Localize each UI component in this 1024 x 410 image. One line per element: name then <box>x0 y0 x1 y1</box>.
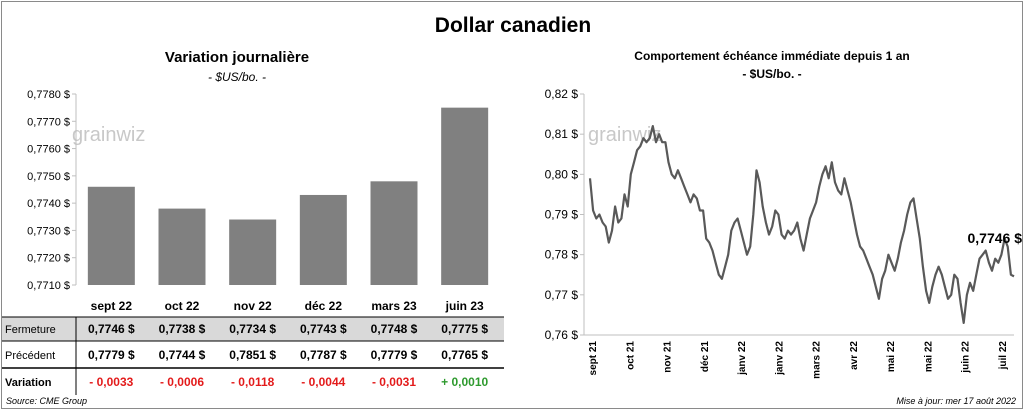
update-note: Mise à jour: mer 17 août 2022 <box>896 396 1016 406</box>
right-x-tick-label: janv 22 <box>774 341 785 376</box>
bar-category-label: nov 22 <box>234 299 272 313</box>
table-row-label: Variation <box>5 377 52 389</box>
left-chart-unit: - $US/bo. - <box>207 70 267 84</box>
bar-juin-23 <box>441 107 489 286</box>
table-cell: 0,7744 $ <box>159 348 206 362</box>
bar-category-label: mars 23 <box>371 299 417 313</box>
left-watermark: grainwiz <box>72 124 145 146</box>
left-y-tick-label: 0,7720 $ <box>27 253 70 265</box>
right-x-tick-label: avr 22 <box>849 341 860 370</box>
table-cell: 0,7765 $ <box>441 348 488 362</box>
right-x-tick-label: sept 21 <box>588 341 599 376</box>
bar-category-label: sept 22 <box>91 299 133 313</box>
table-cell: 0,7734 $ <box>229 322 276 336</box>
right-y-tick-label: 0,81 $ <box>545 127 579 141</box>
left-y-tick-label: 0,7750 $ <box>27 171 70 183</box>
table-cell: - 0,0033 <box>89 375 133 389</box>
bar-category-label: déc 22 <box>305 299 343 313</box>
left-y-tick-label: 0,7760 $ <box>27 144 70 156</box>
table-row-label: Fermeture <box>5 324 56 336</box>
table-row-label: Précédent <box>5 350 55 362</box>
right-y-tick-label: 0,79 $ <box>545 208 579 222</box>
table-cell: - 0,0006 <box>160 375 204 389</box>
left-y-tick-label: 0,7780 $ <box>27 89 70 101</box>
table-row-bg-fermeture <box>2 317 504 341</box>
left-y-tick-label: 0,7770 $ <box>27 116 70 128</box>
right-x-tick-label: janv 22 <box>737 341 748 376</box>
bar-mars-23 <box>370 181 418 285</box>
right-chart-unit: - $US/bo. - <box>742 67 802 81</box>
table-cell: 0,7775 $ <box>441 322 488 336</box>
right-last-value-label: 0,7746 $ <box>968 230 1023 246</box>
right-x-tick-label: déc 21 <box>700 341 711 373</box>
left-y-tick-label: 0,7710 $ <box>27 280 70 292</box>
right-x-tick-label: juin 22 <box>961 341 972 374</box>
bar-category-label: juin 23 <box>445 299 484 313</box>
table-cell: 0,7851 $ <box>229 348 276 362</box>
table-cell: 0,7743 $ <box>300 322 347 336</box>
bar-nov-22 <box>229 219 277 285</box>
right-y-tick-label: 0,77 $ <box>545 288 579 302</box>
right-x-tick-label: mars 22 <box>812 341 823 379</box>
right-x-tick-label: oct 21 <box>625 341 636 370</box>
right-x-tick-label: mai 22 <box>923 341 934 373</box>
table-cell: 0,7746 $ <box>88 322 135 336</box>
table-cell: - 0,0044 <box>301 375 345 389</box>
left-y-tick-label: 0,7740 $ <box>27 198 70 210</box>
source-note: Source: CME Group <box>6 396 88 406</box>
table-cell: 0,7779 $ <box>88 348 135 362</box>
bar-oct-22 <box>158 208 206 285</box>
right-x-tick-label: mai 22 <box>886 341 897 373</box>
right-x-tick-label: juil 22 <box>998 341 1009 371</box>
right-y-tick-label: 0,82 $ <box>545 87 579 101</box>
page-title: Dollar canadien <box>434 14 592 37</box>
left-y-tick-label: 0,7730 $ <box>27 225 70 237</box>
right-x-tick-label: nov 21 <box>663 341 674 373</box>
table-cell: 0,7787 $ <box>300 348 347 362</box>
bar-déc-22 <box>299 194 347 285</box>
table-cell: 0,7779 $ <box>371 348 418 362</box>
table-cell: + 0,0010 <box>441 375 488 389</box>
table-cell: - 0,0031 <box>372 375 416 389</box>
bar-category-label: oct 22 <box>165 299 200 313</box>
right-y-tick-label: 0,78 $ <box>545 248 579 262</box>
table-cell: - 0,0118 <box>231 375 275 389</box>
bar-sept-22 <box>87 186 135 285</box>
right-chart-title: Comportement échéance immédiate depuis 1… <box>634 49 910 63</box>
left-chart-title: Variation journalière <box>164 49 310 66</box>
right-series-line <box>588 125 1015 324</box>
right-y-tick-label: 0,80 $ <box>545 167 579 181</box>
table-cell: 0,7748 $ <box>371 322 418 336</box>
right-y-tick-label: 0,76 $ <box>545 328 579 342</box>
table-cell: 0,7738 $ <box>159 322 206 336</box>
